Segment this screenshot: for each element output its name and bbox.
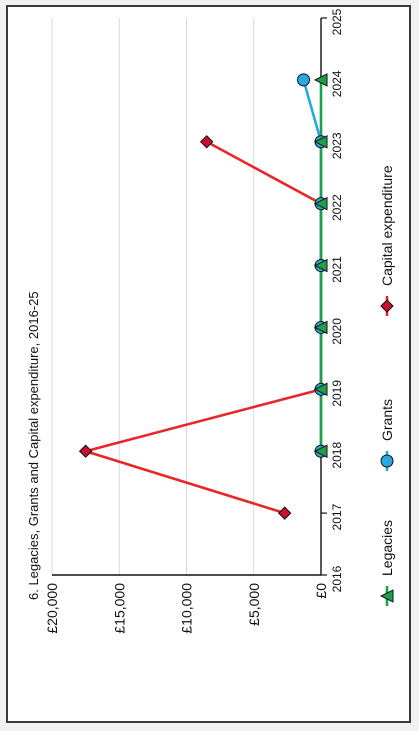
legend-item-capital-expenditure: Capital expenditure [379,165,395,316]
x-tick-label: 2018 [330,442,344,469]
legend-item-grants: Grants [379,399,395,471]
legend-label: Grants [379,399,395,441]
point-legacies [313,196,328,211]
point-capital-expenditure [277,506,292,520]
point-capital-expenditure [78,444,93,458]
series-markers [78,73,328,520]
x-tick-label: 2019 [330,380,344,407]
legend-label: Legacies [379,520,395,576]
x-tick-label: 2017 [330,503,344,530]
legend: Legacies Grants Capital expenditure [379,165,395,606]
x-tick-label: 2022 [330,194,344,221]
y-tick-labels: £0 £5,000 £10,000 £15,000 £20,000 [44,583,329,634]
legend-swatch-marker [380,299,394,313]
x-tick-label: 2021 [330,256,344,283]
legend-item-legacies: Legacies [379,520,395,606]
point-capital-expenditure [199,135,214,149]
y-tick-label: £0 [313,583,329,599]
x-tick-label: 2020 [330,318,344,345]
line-capital-expenditure [84,140,323,515]
y-tick-label: £10,000 [179,583,195,634]
point-legacies [313,382,328,397]
gridlines [51,18,255,575]
point-legacies [313,320,328,335]
y-tick-label: £20,000 [44,583,60,634]
x-tick-label: 2025 [330,8,344,35]
x-tick-label: 2016 [330,565,344,592]
y-tick-label: £5,000 [246,583,262,626]
point-legacies [313,258,328,273]
point-grants [297,73,311,87]
axes [52,17,327,576]
point-legacies [313,134,328,149]
x-tick-label: 2024 [330,70,344,97]
point-legacies [313,444,328,459]
legend-swatch-marker [380,454,394,468]
legend-swatch-marker [379,589,394,603]
x-tick-label: 2023 [330,132,344,159]
y-tick-label: £15,000 [111,583,127,634]
legend-label: Capital expenditure [379,165,395,286]
chart-frame [6,5,411,723]
chart-title: 6. Legacies, Grants and Capital expendit… [26,291,41,600]
point-legacies [313,73,328,87]
x-tick-labels: 2016 2017 2018 2019 2020 2021 2022 2023 2024 2025 [330,8,344,592]
